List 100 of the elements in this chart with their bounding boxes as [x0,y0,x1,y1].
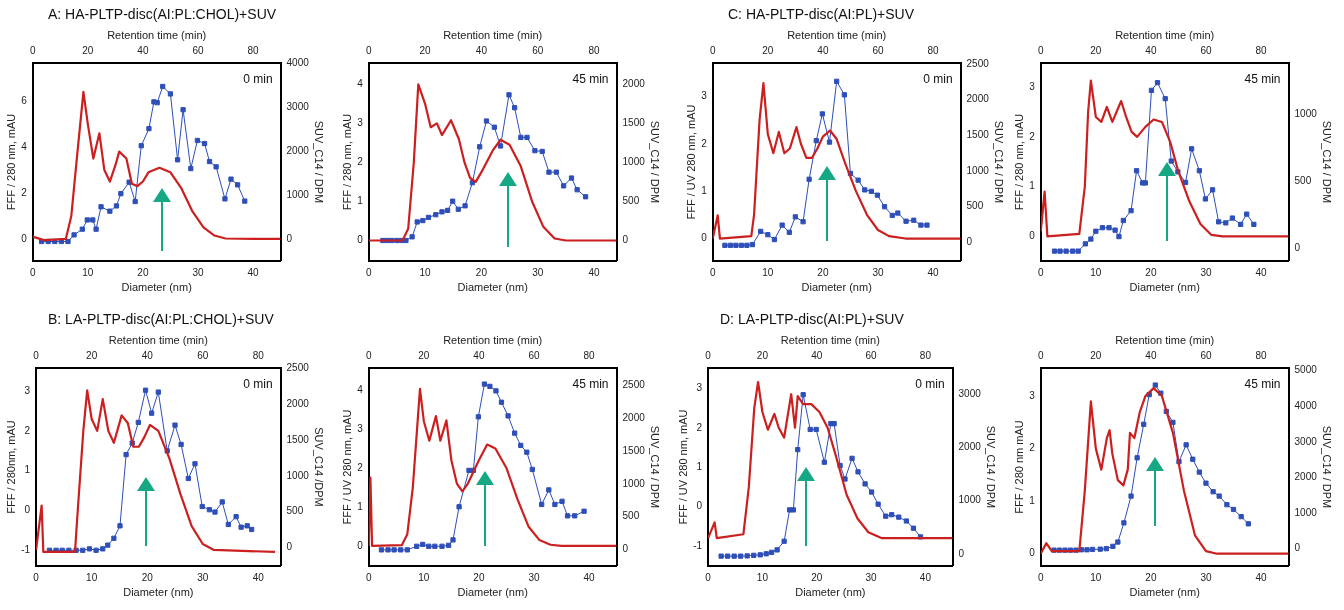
y2-tick-label: 1000 [1294,506,1318,518]
x2-tick-label: 60 [1200,349,1212,361]
x-tick-label: 40 [252,571,265,583]
x-tick-label: 20 [817,266,829,278]
x-tick-label: 0 [33,571,40,583]
x2-axis-title: Retention time (min) [780,333,880,346]
x2-tick-label: 80 [1255,44,1268,56]
y2-axis-title: SUV_C14 /DPM [313,427,326,507]
x2-tick-label: 80 [247,44,260,56]
annotation: 0 min [923,71,953,86]
x2-tick-label: 0 [709,44,716,56]
x2-axis-title: Retention time (min) [108,333,208,346]
x-axis-title: Diameter (nm) [1129,281,1200,294]
y-tick-label: 2 [701,137,708,149]
annotation: 45 min [1244,376,1281,391]
y-axis-title: FFF / 280 nm mAU [1012,420,1025,514]
y-tick-label: 1 [701,184,708,196]
x2-tick-label: 40 [141,349,154,361]
annotation: 0 min [243,71,273,86]
y2-tick-label: 2000 [966,93,990,105]
y2-tick-label: 1000 [286,188,310,200]
chart-title: B: LA-PLTP-disc(AI:PL:CHOL)+SUV [48,311,274,327]
x-tick-label: 30 [532,266,544,278]
x-tick-label: 30 [192,266,204,278]
y-tick-label: 3 [357,117,364,129]
x-tick-label: 40 [919,571,932,583]
x2-tick-label: 0 [365,349,372,361]
x2-tick-label: 0 [1037,349,1044,361]
y2-tick-label: 1500 [286,433,310,445]
y-tick-label: 3 [696,382,703,394]
y2-tick-label: 0 [1294,542,1301,554]
x-axis-title: Diameter (nm) [457,586,528,599]
y-axis-title: FFF / UV 280 nm, mAU [684,104,697,220]
x-tick-label: 0 [365,266,372,278]
y-tick-label: 0 [357,539,364,551]
y2-axis-title: SUV_C14 / DPM [649,425,662,509]
x-tick-label: 20 [137,266,149,278]
x2-tick-label: 20 [1090,349,1102,361]
y2-tick-label: 0 [286,541,293,553]
y2-tick-label: 2000 [286,144,310,156]
x2-tick-label: 0 [33,349,40,361]
x2-tick-label: 0 [1037,44,1044,56]
x2-tick-label: 40 [137,44,149,56]
x2-tick-label: 80 [252,349,265,361]
y2-axis-title: SUV_C14 / DPM [985,425,998,509]
y-tick-label: 0 [357,234,364,246]
y2-tick-label: 500 [622,195,640,207]
x2-tick-label: 40 [817,44,829,56]
x-tick-label: 0 [1037,571,1044,583]
y2-tick-label: 5000 [1294,364,1318,376]
x2-tick-label: 20 [86,349,98,361]
y-tick-label: 1 [1029,180,1036,192]
y2-tick-label: 2000 [1294,471,1318,483]
y-tick-label: 0 [696,500,703,512]
x2-tick-label: 20 [756,349,769,361]
y2-tick-label: 4000 [286,56,310,68]
y-tick-label: 1 [357,195,364,207]
x2-tick-label: 60 [872,44,884,56]
y-tick-label: 3 [24,384,31,396]
y2-tick-label: 500 [286,505,304,517]
x-tick-label: 30 [1200,266,1212,278]
x2-tick-label: 20 [1090,44,1102,56]
x2-tick-label: 60 [528,349,540,361]
y-axis-title: FFF / 280nm, mAU [4,420,17,514]
y2-tick-label: 2000 [958,441,982,453]
x2-axis-title: Retention time (min) [443,28,543,41]
y2-tick-label: 2500 [622,379,646,391]
x-tick-label: 10 [82,266,94,278]
y2-tick-label: 3000 [1294,435,1318,447]
chart-title: D: LA-PLTP-disc(AI:PL)+SUV [720,311,904,327]
y2-tick-label: 2500 [966,57,990,69]
y2-tick-label: 3000 [958,388,982,400]
x2-axis-title: Retention time (min) [443,333,543,346]
x-tick-label: 30 [865,571,878,583]
y2-tick-label: 500 [1294,175,1312,187]
y2-tick-label: 1000 [958,494,982,506]
y2-tick-label: 1000 [622,477,646,489]
y2-axis-title: SUV_C14 / DPM [649,120,662,204]
x2-tick-label: 80 [588,44,601,56]
y-tick-label: 0 [21,232,28,244]
y-tick-label: 4 [357,383,364,395]
y-tick-label: -1 [21,543,31,555]
y2-tick-label: 1000 [966,164,990,176]
y-tick-label: 2 [1029,130,1036,142]
x-axis-title: Diameter (nm) [801,281,872,294]
x-tick-label: 0 [365,571,372,583]
y-tick-label: 3 [357,422,364,434]
x2-tick-label: 80 [919,349,932,361]
y-tick-label: 2 [357,461,364,473]
x-tick-label: 40 [247,266,260,278]
y-tick-label: 2 [1029,442,1036,454]
x2-tick-label: 40 [1145,44,1157,56]
y2-tick-label: 1000 [1294,108,1318,120]
x2-tick-label: 60 [865,349,878,361]
x2-tick-label: 80 [1255,349,1268,361]
x-axis-title: Diameter (nm) [457,281,528,294]
y-axis-title: FFF / 280 nm, mAU [340,113,353,211]
x-tick-label: 30 [528,571,540,583]
y2-tick-label: 0 [958,547,965,559]
y-tick-label: 4 [21,140,28,152]
